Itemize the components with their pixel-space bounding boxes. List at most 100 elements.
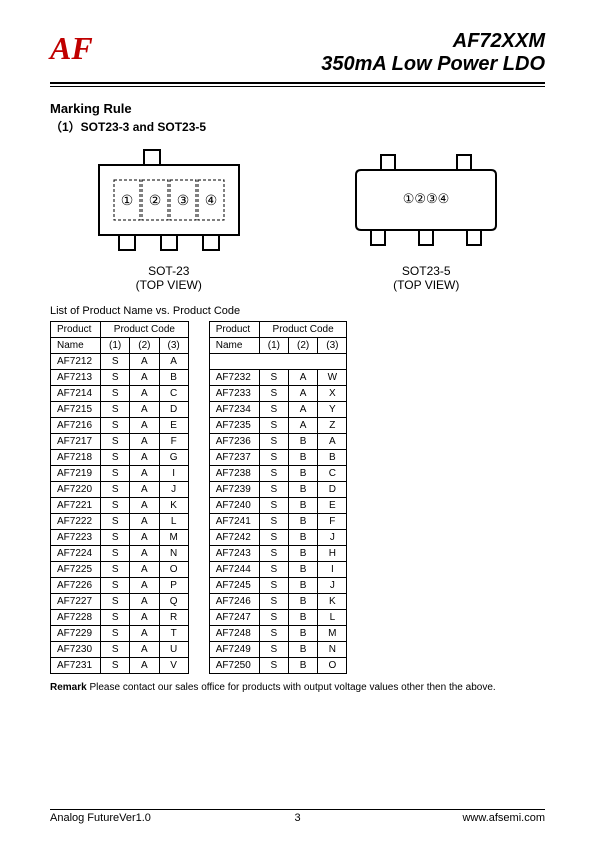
- cell-c1: S: [101, 577, 130, 593]
- cell-name: AF7247: [209, 609, 259, 625]
- cell-c3: H: [318, 545, 347, 561]
- cell-c2: A: [130, 369, 159, 385]
- cell-name: AF7238: [209, 465, 259, 481]
- cell-name: AF7235: [209, 417, 259, 433]
- cell-c1: S: [259, 577, 288, 593]
- cell-c1: S: [101, 529, 130, 545]
- cell-name: AF7224: [51, 545, 101, 561]
- list-title: List of Product Name vs. Product Code: [50, 305, 545, 317]
- table-row: AF7233SAX: [209, 385, 347, 401]
- footer-right: www.afsemi.com: [462, 812, 545, 824]
- cell-c1: S: [259, 641, 288, 657]
- cell-name: AF7233: [209, 385, 259, 401]
- cell-c1: S: [101, 657, 130, 673]
- svg-text:④: ④: [204, 192, 217, 208]
- table-row: AF7246SBK: [209, 593, 347, 609]
- cell-c3: D: [318, 481, 347, 497]
- table-row: AF7250SBO: [209, 657, 347, 673]
- cell-name: AF7223: [51, 529, 101, 545]
- cell-c3: J: [318, 577, 347, 593]
- cell-c2: B: [289, 529, 318, 545]
- sot235-digits: ①②③④: [403, 191, 450, 206]
- cell-c1: S: [101, 561, 130, 577]
- cell-c2: B: [289, 561, 318, 577]
- remark-label: Remark: [50, 682, 87, 693]
- cell-c2: B: [289, 497, 318, 513]
- cell-name: AF7242: [209, 529, 259, 545]
- marking-rule-title: Marking Rule: [50, 101, 545, 116]
- cell-c1: S: [259, 545, 288, 561]
- remark-text: Please contact our sales office for prod…: [87, 682, 496, 693]
- cell-c2: A: [130, 481, 159, 497]
- codes-table-left: Product Product Code Name (1) (2) (3) AF…: [50, 321, 189, 674]
- cell-c1: S: [101, 545, 130, 561]
- table-row: AF7231SAV: [51, 657, 189, 673]
- cell-name: AF7249: [209, 641, 259, 657]
- table-row: AF7247SBL: [209, 609, 347, 625]
- cell-c3: L: [159, 513, 188, 529]
- cell-name: AF7240: [209, 497, 259, 513]
- cell-name: AF7232: [209, 369, 259, 385]
- hdr-c1: (1): [101, 337, 130, 353]
- cell-c2: A: [130, 353, 159, 369]
- cell-c1: S: [101, 385, 130, 401]
- cell-c3: K: [318, 593, 347, 609]
- cell-c2: A: [130, 513, 159, 529]
- cell-c1: S: [101, 497, 130, 513]
- cell-c2: B: [289, 577, 318, 593]
- cell-c2: B: [289, 609, 318, 625]
- cell-c1: S: [259, 513, 288, 529]
- hdr-c2: (2): [130, 337, 159, 353]
- cell-c3: E: [159, 417, 188, 433]
- table-row: AF7219SAI: [51, 465, 189, 481]
- hdr-name-r: Name: [209, 337, 259, 353]
- table-row: AF7244SBI: [209, 561, 347, 577]
- cell-name: AF7212: [51, 353, 101, 369]
- marking-rule-sub: （1）SOT23-3 and SOT23-5: [50, 118, 545, 135]
- cell-c1: S: [101, 433, 130, 449]
- cell-c1: S: [259, 449, 288, 465]
- cell-c3: F: [159, 433, 188, 449]
- hdr-c1-r: (1): [259, 337, 288, 353]
- cell-c1: S: [259, 401, 288, 417]
- cell-name: AF7225: [51, 561, 101, 577]
- cell-name: AF7222: [51, 513, 101, 529]
- cell-c3: C: [318, 465, 347, 481]
- cell-c2: A: [289, 401, 318, 417]
- table-row: AF7220SAJ: [51, 481, 189, 497]
- table-row: AF7234SAY: [209, 401, 347, 417]
- cell-name: AF7231: [51, 657, 101, 673]
- subtitle: 350mA Low Power LDO: [321, 53, 545, 76]
- table-row: AF7223SAM: [51, 529, 189, 545]
- cell-c2: A: [289, 369, 318, 385]
- cell-c2: A: [130, 561, 159, 577]
- cell-c3: C: [159, 385, 188, 401]
- cell-name: AF7213: [51, 369, 101, 385]
- table-row: AF7236SBA: [209, 433, 347, 449]
- cell-name: AF7239: [209, 481, 259, 497]
- cell-c3: P: [159, 577, 188, 593]
- cell-name: AF7219: [51, 465, 101, 481]
- sot235-caption-1: SOT23-5: [341, 264, 511, 278]
- cell-name: AF7244: [209, 561, 259, 577]
- footer-left: Analog FutureVer1.0: [50, 812, 151, 824]
- hdr-c2-r: (2): [289, 337, 318, 353]
- cell-name: AF7236: [209, 433, 259, 449]
- cell-c3: O: [318, 657, 347, 673]
- cell-c1: S: [101, 449, 130, 465]
- cell-c3: G: [159, 449, 188, 465]
- cell-c2: B: [289, 513, 318, 529]
- cell-c1: S: [101, 465, 130, 481]
- cell-c2: A: [130, 433, 159, 449]
- table-row: AF7239SBD: [209, 481, 347, 497]
- cell-c1: S: [259, 417, 288, 433]
- table-row: AF7224SAN: [51, 545, 189, 561]
- cell-c1: S: [259, 593, 288, 609]
- cell-name: AF7215: [51, 401, 101, 417]
- cell-c2: A: [130, 641, 159, 657]
- cell-c3: I: [159, 465, 188, 481]
- cell-c1: S: [259, 497, 288, 513]
- table-row: AF7238SBC: [209, 465, 347, 481]
- divider-thick: [50, 82, 545, 84]
- cell-name: AF7243: [209, 545, 259, 561]
